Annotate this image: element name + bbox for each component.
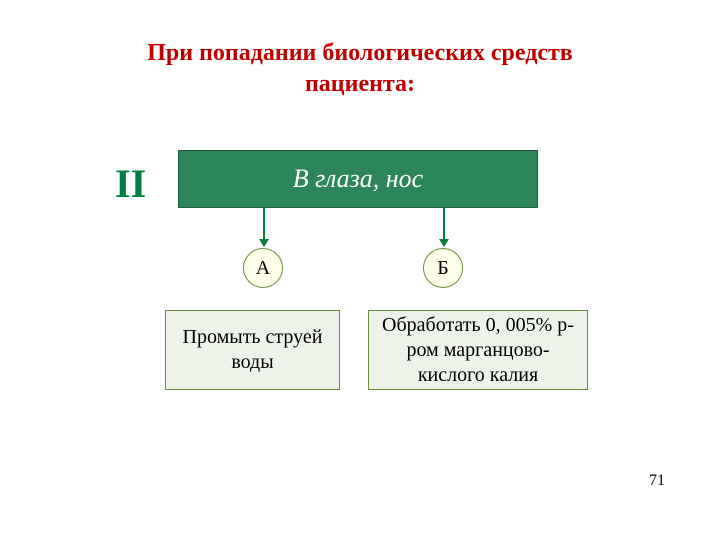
- slide-title: При попадании биологических средств паци…: [110, 38, 610, 100]
- arrow-left: [263, 208, 265, 246]
- category-box: В глаза, нос: [178, 150, 538, 208]
- circle-a: А: [243, 248, 283, 288]
- category-text: В глаза, нос: [293, 164, 423, 194]
- circle-a-label: А: [256, 257, 270, 280]
- result-box-b: Обработать 0, 005% р-ром марганцово-кисл…: [368, 310, 588, 390]
- circle-b: Б: [423, 248, 463, 288]
- result-box-a: Промыть струей воды: [165, 310, 340, 390]
- arrow-right: [443, 208, 445, 246]
- circle-b-label: Б: [437, 257, 448, 280]
- result-a-text: Промыть струей воды: [172, 325, 333, 375]
- result-b-text: Обработать 0, 005% р-ром марганцово-кисл…: [375, 313, 581, 388]
- page-number: 71: [649, 472, 665, 490]
- roman-numeral: II: [115, 160, 146, 207]
